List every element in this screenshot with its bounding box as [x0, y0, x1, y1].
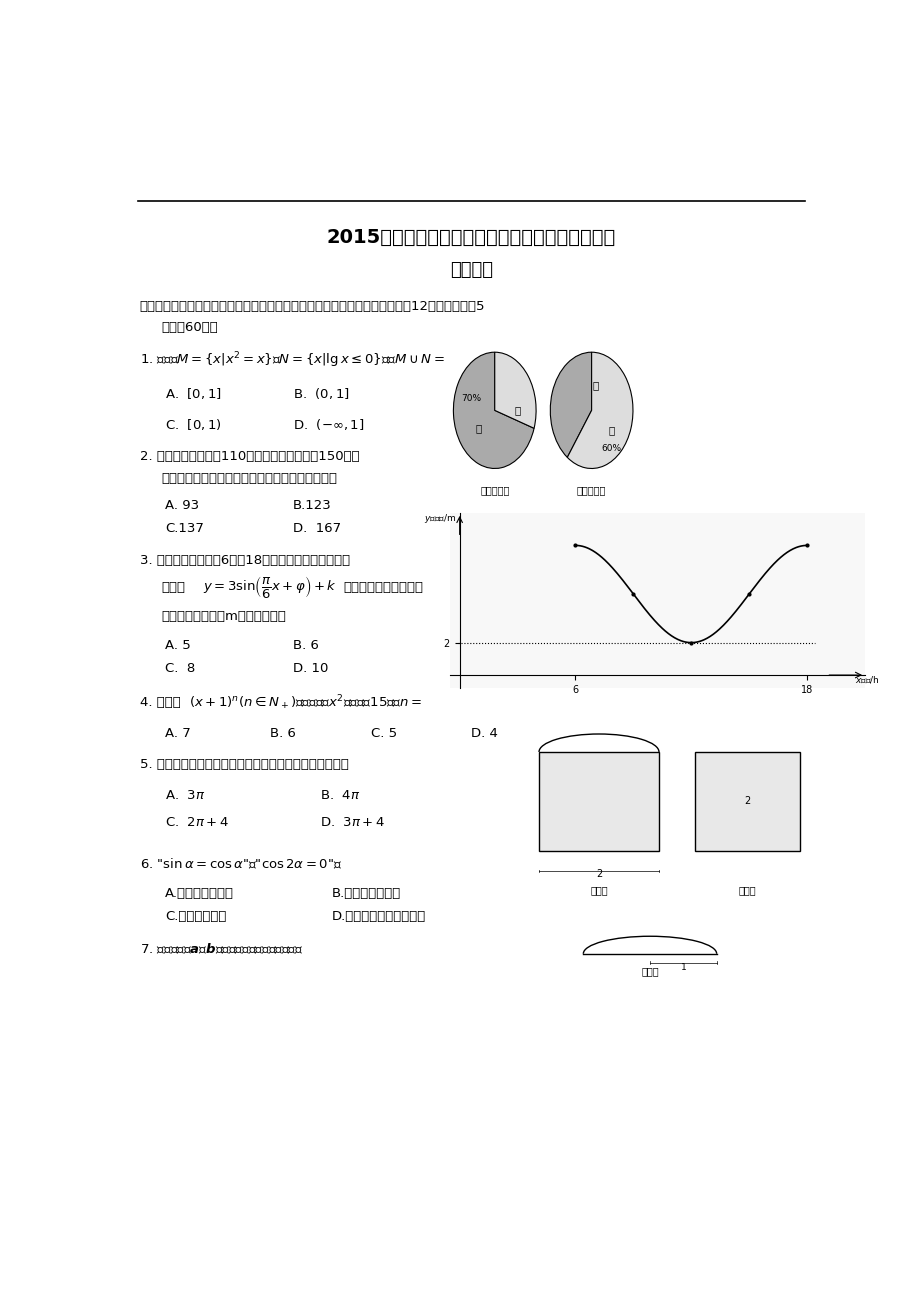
- Text: A.  $3\pi$: A. $3\pi$: [165, 789, 206, 802]
- Text: B.  $4\pi$: B. $4\pi$: [320, 789, 360, 802]
- Wedge shape: [494, 353, 536, 428]
- Text: D.  $3\pi+4$: D. $3\pi+4$: [320, 816, 385, 829]
- Text: 一、选择题：在每小题给出的四个选项中，只有一项符合题目要求（本大题入12小题，每小题5: 一、选择题：在每小题给出的四个选项中，只有一项符合题目要求（本大题入12小题，每…: [140, 299, 485, 312]
- Text: （初中部）: （初中部）: [480, 486, 509, 496]
- Text: C.  8: C. 8: [165, 661, 196, 674]
- Text: D.既不充分也不必要条件: D.既不充分也不必要条件: [332, 910, 425, 923]
- Text: 1: 1: [680, 963, 686, 973]
- Text: 6. "$\sin\alpha=\cos\alpha$"是"$\cos 2\alpha=0$"的: 6. "$\sin\alpha=\cos\alpha$"是"$\cos 2\al…: [140, 858, 342, 872]
- Text: 7. 对任意向量$\boldsymbol{a}$，$\boldsymbol{b}$，下列关系式中不恒成立的是: 7. 对任意向量$\boldsymbol{a}$，$\boldsymbol{b}…: [140, 943, 303, 957]
- Text: 2: 2: [743, 796, 750, 806]
- Text: 理科数学: 理科数学: [449, 262, 493, 279]
- Text: $y=3\sin\!\left(\dfrac{\pi}{6}x+\varphi\right)+k$: $y=3\sin\!\left(\dfrac{\pi}{6}x+\varphi\…: [202, 574, 336, 600]
- Text: C.  $[0,1)$: C. $[0,1)$: [165, 417, 221, 432]
- Text: 4. 二项式: 4. 二项式: [140, 697, 180, 710]
- Text: B.  $(0,1]$: B. $(0,1]$: [293, 385, 349, 401]
- Text: 70%: 70%: [460, 393, 481, 402]
- Text: B. 6: B. 6: [269, 728, 296, 741]
- Text: A. 7: A. 7: [165, 728, 191, 741]
- Text: C. 5: C. 5: [370, 728, 396, 741]
- Text: ，据此函数可知，这段: ，据此函数可知，这段: [344, 581, 423, 594]
- Text: 3. 如图，某港口一天6时到18时的水深变化曲线近似满: 3. 如图，某港口一天6时到18时的水深变化曲线近似满: [140, 553, 349, 566]
- Text: B. 6: B. 6: [293, 639, 319, 652]
- Text: 女: 女: [475, 423, 482, 434]
- Text: 5. 一个几何体的三视图如图所示，则该几何体的表面积为: 5. 一个几何体的三视图如图所示，则该几何体的表面积为: [140, 758, 348, 771]
- Text: B.123: B.123: [293, 499, 332, 512]
- Text: 男: 男: [607, 426, 614, 435]
- Text: D.  $(-\infty,1]$: D. $(-\infty,1]$: [293, 417, 364, 432]
- Text: C.137: C.137: [165, 522, 204, 535]
- Text: 左视图: 左视图: [738, 885, 755, 896]
- Text: 2: 2: [596, 870, 601, 879]
- Text: D.  167: D. 167: [293, 522, 341, 535]
- Text: 足函数: 足函数: [162, 581, 186, 594]
- Wedge shape: [550, 353, 591, 457]
- Text: 60%: 60%: [601, 444, 621, 453]
- Text: C.  $2\pi+4$: C. $2\pi+4$: [165, 816, 230, 829]
- Wedge shape: [567, 353, 632, 469]
- Text: $y$，水深/m: $y$，水深/m: [424, 512, 455, 525]
- Text: D. 4: D. 4: [471, 728, 498, 741]
- Text: 分，入60分）: 分，入60分）: [162, 320, 218, 333]
- Text: C.充分必要条件: C.充分必要条件: [165, 910, 226, 923]
- Text: 主视图: 主视图: [590, 885, 607, 896]
- Text: A. 93: A. 93: [165, 499, 199, 512]
- Text: $(x+1)^n$$(n\in N_+)$的展开式中$x^2$的系数为15，则$n=$: $(x+1)^n$$(n\in N_+)$的展开式中$x^2$的系数为15，则$…: [188, 694, 421, 712]
- Wedge shape: [453, 353, 534, 469]
- Text: 2015年普通高等学校招生全国统一考试（陕西卷）: 2015年普通高等学校招生全国统一考试（陕西卷）: [326, 228, 616, 246]
- Text: 2. 某中学初中部共有110名教师，高中部共有150名教: 2. 某中学初中部共有110名教师，高中部共有150名教: [140, 450, 359, 464]
- Text: 时间水深（单位：m）的最大値为: 时间水深（单位：m）的最大値为: [162, 611, 286, 624]
- Text: B.必要不充分条件: B.必要不充分条件: [332, 887, 401, 900]
- Bar: [539, 753, 658, 852]
- Text: 俯视图: 俯视图: [641, 966, 658, 976]
- Text: A. 5: A. 5: [165, 639, 191, 652]
- Text: $x$时间/h: $x$时间/h: [855, 674, 879, 685]
- Text: A.  $[0,1]$: A. $[0,1]$: [165, 385, 221, 401]
- Text: 1. 设集合$M=\{x|x^2=x\}$，$N=\{x|\lg x\leq 0\}$，则$M\cup N=$: 1. 设集合$M=\{x|x^2=x\}$，$N=\{x|\lg x\leq 0…: [140, 350, 444, 370]
- Bar: [694, 753, 800, 852]
- Text: 男: 男: [514, 405, 520, 415]
- Text: D. 10: D. 10: [293, 661, 328, 674]
- Text: A.充分不必要条件: A.充分不必要条件: [165, 887, 234, 900]
- Text: 女: 女: [592, 380, 598, 391]
- Text: （高中部）: （高中部）: [576, 486, 606, 496]
- Text: 师，其性别比例如图所示，则该校女教师的人数为: 师，其性别比例如图所示，则该校女教师的人数为: [162, 471, 337, 484]
